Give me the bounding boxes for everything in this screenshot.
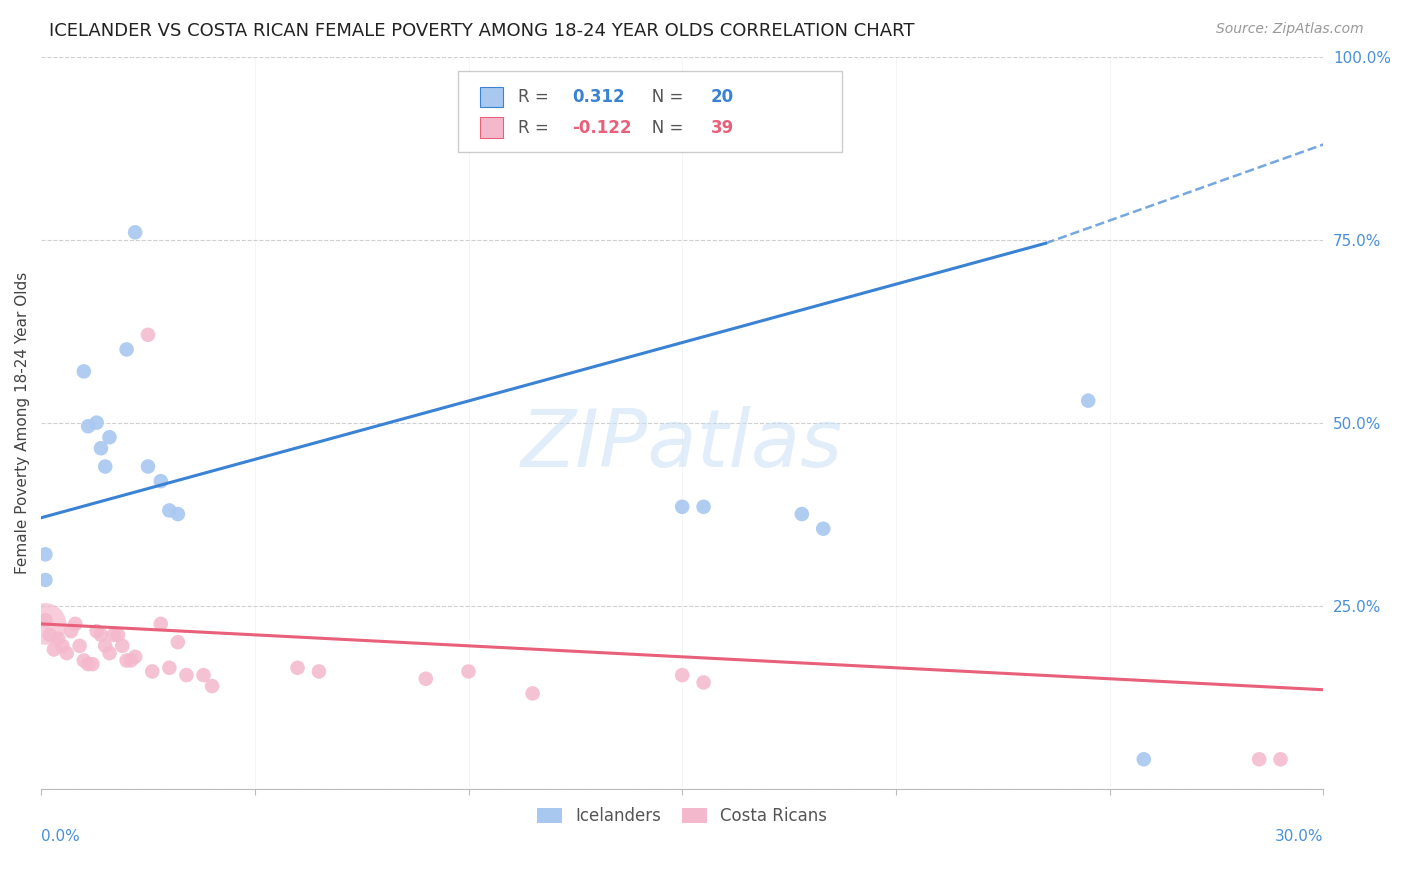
Point bbox=[111, 639, 134, 653]
Y-axis label: Female Poverty Among 18-24 Year Olds: Female Poverty Among 18-24 Year Olds bbox=[15, 271, 30, 574]
Point bbox=[157, 661, 180, 675]
Text: ZIPatlas: ZIPatlas bbox=[522, 406, 844, 483]
Point bbox=[86, 624, 108, 639]
Text: Source: ZipAtlas.com: Source: ZipAtlas.com bbox=[1216, 22, 1364, 37]
Point bbox=[82, 657, 104, 672]
Point bbox=[51, 639, 73, 653]
Point bbox=[77, 419, 100, 434]
Point bbox=[86, 416, 108, 430]
Text: 0.312: 0.312 bbox=[572, 88, 624, 106]
Point bbox=[671, 500, 693, 514]
Point bbox=[90, 628, 112, 642]
Text: 39: 39 bbox=[710, 119, 734, 136]
Point bbox=[136, 459, 159, 474]
Point bbox=[34, 547, 56, 561]
Point bbox=[287, 661, 309, 675]
Point bbox=[813, 522, 835, 536]
Point bbox=[141, 665, 163, 679]
Point bbox=[103, 628, 125, 642]
Point bbox=[176, 668, 198, 682]
Point bbox=[157, 503, 180, 517]
Point bbox=[55, 646, 77, 660]
Text: R =: R = bbox=[517, 119, 554, 136]
Legend: Icelanders, Costa Ricans: Icelanders, Costa Ricans bbox=[530, 800, 834, 831]
Point bbox=[73, 364, 96, 378]
Point bbox=[149, 474, 172, 488]
Point bbox=[77, 657, 100, 672]
Point bbox=[98, 430, 121, 444]
Point bbox=[115, 343, 138, 357]
FancyBboxPatch shape bbox=[479, 118, 503, 138]
Point bbox=[34, 613, 56, 627]
Point bbox=[120, 653, 142, 667]
Point bbox=[167, 635, 190, 649]
Point bbox=[415, 672, 437, 686]
Point bbox=[65, 616, 87, 631]
Point bbox=[457, 665, 479, 679]
Point bbox=[124, 649, 146, 664]
Text: 20: 20 bbox=[710, 88, 734, 106]
Point bbox=[34, 573, 56, 587]
Point bbox=[107, 628, 129, 642]
Point bbox=[98, 646, 121, 660]
Point bbox=[73, 653, 96, 667]
Point bbox=[1270, 752, 1292, 766]
Point bbox=[69, 639, 91, 653]
Text: R =: R = bbox=[517, 88, 554, 106]
Point bbox=[115, 653, 138, 667]
Point bbox=[308, 665, 330, 679]
Point bbox=[201, 679, 224, 693]
Point bbox=[94, 639, 117, 653]
Point bbox=[34, 616, 56, 631]
FancyBboxPatch shape bbox=[458, 71, 842, 152]
Point bbox=[60, 624, 83, 639]
Text: 0.0%: 0.0% bbox=[41, 829, 80, 844]
Point bbox=[522, 686, 544, 700]
Point bbox=[136, 327, 159, 342]
Point bbox=[1077, 393, 1099, 408]
Text: N =: N = bbox=[636, 119, 689, 136]
Point bbox=[1249, 752, 1271, 766]
Point bbox=[94, 459, 117, 474]
Point bbox=[692, 500, 714, 514]
Point bbox=[124, 225, 146, 239]
Point bbox=[193, 668, 215, 682]
Point bbox=[38, 628, 60, 642]
FancyBboxPatch shape bbox=[479, 87, 503, 107]
Point bbox=[42, 642, 65, 657]
Text: -0.122: -0.122 bbox=[572, 119, 631, 136]
Text: 30.0%: 30.0% bbox=[1275, 829, 1323, 844]
Point bbox=[167, 507, 190, 521]
Point bbox=[46, 632, 69, 646]
Point bbox=[671, 668, 693, 682]
Point bbox=[149, 616, 172, 631]
Point bbox=[1132, 752, 1154, 766]
Point bbox=[90, 441, 112, 455]
Point bbox=[790, 507, 813, 521]
Point bbox=[692, 675, 714, 690]
Text: N =: N = bbox=[636, 88, 689, 106]
Text: ICELANDER VS COSTA RICAN FEMALE POVERTY AMONG 18-24 YEAR OLDS CORRELATION CHART: ICELANDER VS COSTA RICAN FEMALE POVERTY … bbox=[49, 22, 915, 40]
